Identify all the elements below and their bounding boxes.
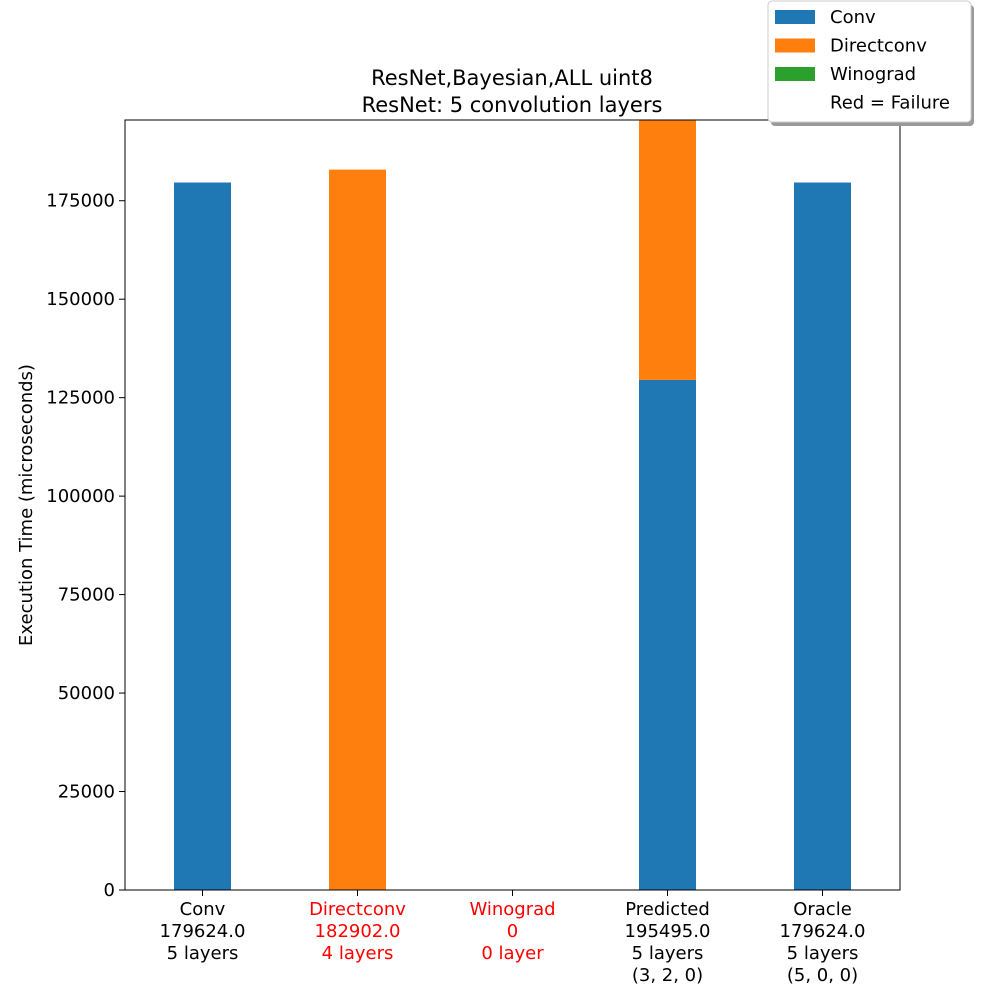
legend: Conv Directconv Winograd Red = Failure	[767, 0, 974, 126]
plot-frame	[124, 119, 901, 891]
x-tick-label-4-2: 5 layers	[787, 943, 859, 964]
legend-swatch-0	[775, 10, 815, 24]
chart-title: ResNet,Bayesian,ALL uint8	[371, 66, 653, 90]
x-tick-label-0-1: 179624.0	[160, 921, 246, 942]
x-tick-label-4-3: (5, 0, 0)	[787, 965, 858, 986]
legend-box	[767, 0, 972, 123]
chart-subtitle: ResNet: 5 convolution layers	[362, 93, 663, 117]
x-tick-label-4-1: 179624.0	[780, 921, 866, 942]
x-tick-label-2-0: Winograd	[469, 899, 555, 920]
x-tick-label-1-1: 182902.0	[315, 921, 401, 942]
y-tick-label-0: 0	[104, 880, 115, 901]
x-tick-label-3-0: Predicted	[625, 899, 710, 920]
legend-swatch-2	[775, 67, 815, 81]
x-tick-label-3-3: (3, 2, 0)	[632, 965, 703, 986]
x-tick-label-4-0: Oracle	[793, 899, 852, 920]
bar-conv-4	[794, 182, 851, 890]
x-tick-label-2-1: 0	[507, 921, 518, 942]
y-tick-label-3: 75000	[58, 585, 115, 606]
legend-label-1: Directconv	[830, 36, 927, 57]
x-tick-label-3-2: 5 layers	[632, 943, 704, 964]
legend-label-3: Red = Failure	[830, 93, 950, 114]
y-axis-label: Execution Time (microseconds)	[16, 364, 37, 646]
legend-label-2: Winograd	[830, 64, 916, 85]
y-tick-label-2: 50000	[58, 683, 115, 704]
y-tick-label-6: 150000	[46, 289, 115, 310]
bar-conv-0	[174, 182, 231, 890]
y-tick-label-1: 25000	[58, 782, 115, 803]
x-tick-label-0-0: Conv	[180, 899, 226, 920]
x-tick-label-1-2: 4 layers	[322, 943, 394, 964]
x-tick-label-3-1: 195495.0	[625, 921, 711, 942]
bar-conv-3	[639, 379, 696, 890]
legend-swatch-1	[775, 38, 815, 53]
y-tick-label-7: 175000	[46, 191, 115, 212]
x-tick-label-0-2: 5 layers	[167, 943, 239, 964]
x-tick-label-2-2: 0 layer	[481, 943, 544, 964]
legend-label-0: Conv	[830, 7, 876, 28]
bar-directconv-1	[329, 169, 386, 891]
y-tick-label-4: 100000	[46, 486, 115, 507]
x-tick-label-1-0: Directconv	[309, 899, 406, 920]
bar-directconv-3	[639, 120, 696, 380]
y-tick-label-5: 125000	[46, 388, 115, 409]
plot-area: 0 25000 50000 75000 100000 125000 150000 175000…	[46, 119, 901, 986]
